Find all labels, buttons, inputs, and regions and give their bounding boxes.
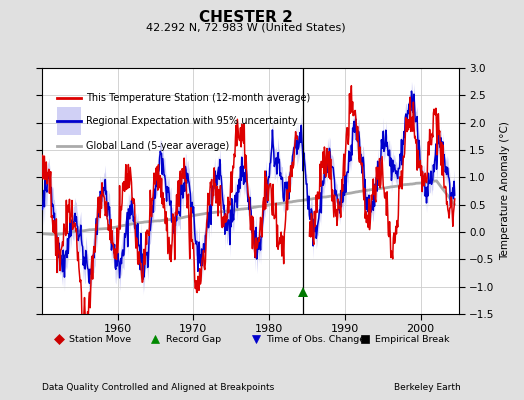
Text: Data Quality Controlled and Aligned at Breakpoints: Data Quality Controlled and Aligned at B… (42, 383, 274, 392)
Text: This Temperature Station (12-month average): This Temperature Station (12-month avera… (86, 93, 310, 103)
Text: Record Gap: Record Gap (166, 334, 221, 344)
Text: Regional Expectation with 95% uncertainty: Regional Expectation with 95% uncertaint… (86, 116, 298, 126)
Text: Empirical Break: Empirical Break (375, 334, 450, 344)
Text: 42.292 N, 72.983 W (United States): 42.292 N, 72.983 W (United States) (147, 22, 346, 32)
Text: Time of Obs. Change: Time of Obs. Change (266, 334, 365, 344)
Text: Berkeley Earth: Berkeley Earth (395, 383, 461, 392)
Y-axis label: Temperature Anomaly (°C): Temperature Anomaly (°C) (500, 122, 510, 260)
Text: CHESTER 2: CHESTER 2 (199, 10, 293, 25)
Text: Station Move: Station Move (69, 334, 132, 344)
Text: Global Land (5-year average): Global Land (5-year average) (86, 141, 229, 151)
Bar (57, 107, 81, 135)
